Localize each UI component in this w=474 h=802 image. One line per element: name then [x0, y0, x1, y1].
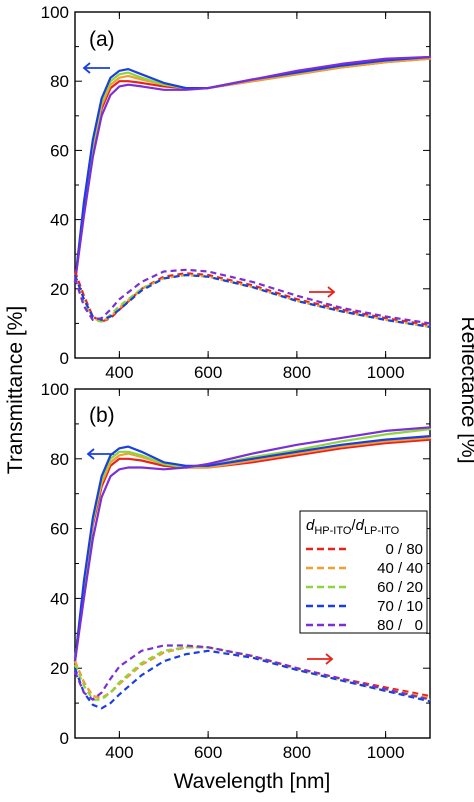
transmittance-arrow-a [82, 62, 110, 74]
ticks-a: 0 20 40 60 80 100 400 600 800 1000 [41, 3, 430, 382]
transmittance-arrow-b [86, 448, 114, 460]
y-tick-label-a: 60 [50, 141, 69, 160]
reflectance-line-40-40-b [73, 646, 431, 700]
reflectance-line-70-10-a [73, 273, 431, 328]
reflectance-arrow-a [309, 286, 336, 298]
y-tick-label-a: 40 [50, 211, 69, 230]
panel-b: (b) 0 20 40 60 80 100 400 600 800 1000 dHP-ITO/dL… [41, 380, 432, 762]
series-b [73, 426, 432, 710]
transmittance-line-80-0-b [73, 426, 432, 663]
y-axis-title-left: Transmittance [%] [4, 306, 27, 474]
transmittance-line-60-20-a [73, 55, 432, 283]
y-tick-label-b: 100 [41, 380, 69, 399]
legend-label-40-40: 40 / 40 [377, 560, 423, 577]
ticks-b: 0 20 40 60 80 100 400 600 800 1000 [41, 380, 430, 762]
legend-label-60-20: 60 / 20 [377, 579, 423, 596]
panel-a: (a) 0 20 40 60 80 100 400 600 800 1000 [41, 3, 432, 382]
panel-label-a: (a) [89, 28, 115, 51]
series-a [73, 55, 432, 328]
legend-label-0-80: 0 / 80 [385, 541, 423, 558]
x-tick-label-a: 400 [105, 363, 133, 382]
legend-title: dHP-ITO/dLP-ITO [306, 517, 400, 537]
x-tick-label-b: 800 [283, 743, 311, 762]
transmittance-line-0-80-a [73, 57, 432, 283]
x-tick-label-b: 600 [194, 743, 222, 762]
legend-label-80-0: 80 / 0 [377, 617, 423, 634]
y-tick-label-b: 20 [50, 659, 69, 678]
reflectance-line-70-10-b [73, 649, 431, 710]
x-tick-label-b: 1000 [367, 743, 405, 762]
transmittance-line-80-0-a [73, 55, 432, 283]
x-tick-label-a: 600 [194, 363, 222, 382]
transmittance-line-70-10-a [73, 55, 432, 283]
x-tick-label-a: 1000 [367, 363, 405, 382]
reflectance-line-0-80-a [73, 271, 431, 327]
y-tick-label-b: 0 [60, 729, 69, 748]
transmittance-line-40-40-a [73, 57, 432, 283]
y-tick-label-a: 80 [50, 72, 69, 91]
x-axis-title: Wavelength [nm] [174, 770, 331, 793]
x-tick-label-a: 800 [283, 363, 311, 382]
x-tick-label-b: 400 [105, 743, 133, 762]
y-tick-label-b: 80 [50, 450, 69, 469]
transmittance-line-70-10-b [73, 435, 432, 663]
legend-rows: 0 / 80 40 / 40 60 / 20 70 / 10 80 / 0 [306, 541, 423, 634]
reflectance-line-80-0-a [73, 268, 431, 325]
y-tick-label-a: 20 [50, 280, 69, 299]
reflectance-arrow-b [307, 653, 334, 665]
panel-label-b: (b) [89, 404, 115, 427]
legend-label-70-10: 70 / 10 [377, 598, 423, 615]
y-tick-label-b: 40 [50, 589, 69, 608]
legend-frame [299, 510, 428, 634]
legend: dHP-ITO/dLP-ITO 0 / 80 40 / 40 60 / 20 70 /… [299, 510, 428, 634]
y-tick-label-a: 100 [41, 3, 69, 22]
y-tick-label-b: 60 [50, 520, 69, 539]
y-tick-label-a: 0 [60, 349, 69, 368]
reflectance-line-80-0-b [73, 644, 431, 701]
y-axis-title-right: Reflectance [%] [457, 316, 474, 463]
